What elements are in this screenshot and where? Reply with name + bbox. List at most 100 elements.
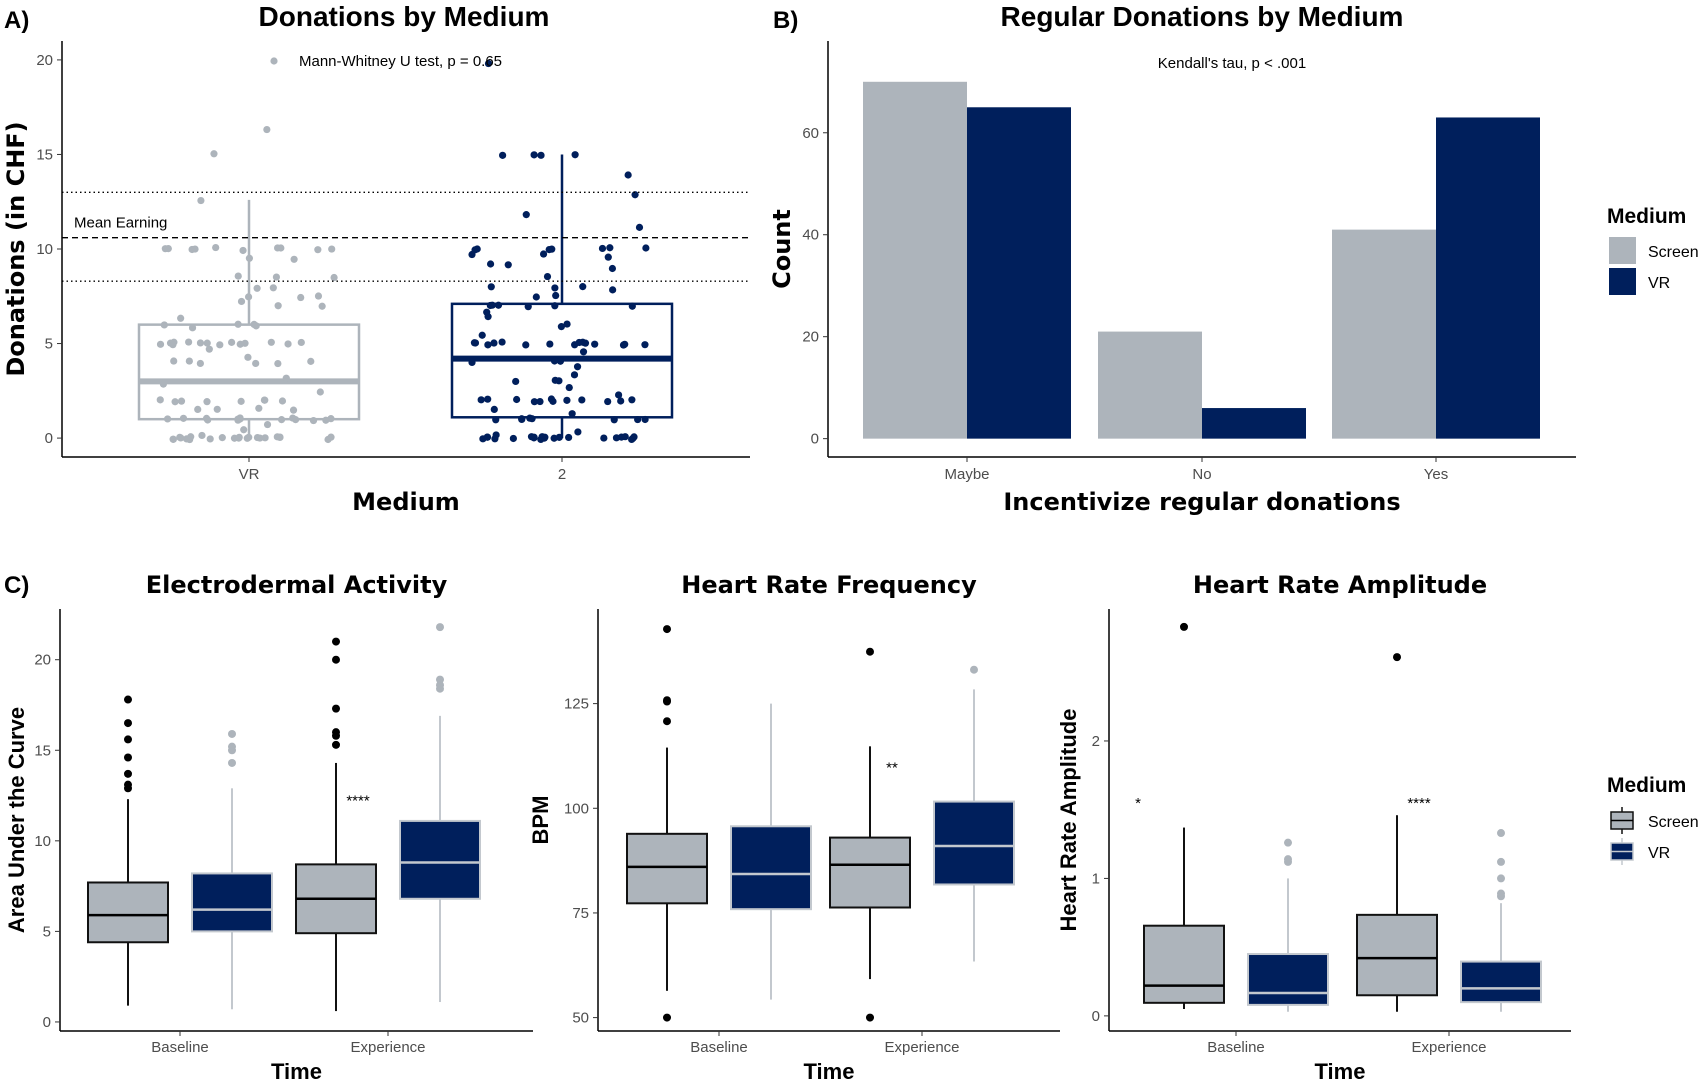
data-point	[179, 414, 188, 422]
data-point	[316, 388, 324, 396]
box-screen	[1143, 924, 1225, 1004]
data-point	[188, 324, 197, 332]
data-point	[255, 404, 263, 412]
y-axis-title: Donations (in CHF)	[2, 121, 30, 376]
outlier-point	[332, 740, 340, 749]
data-point	[556, 357, 565, 365]
data-point	[609, 286, 617, 294]
y-tick-label: 100	[564, 800, 589, 817]
data-point	[468, 358, 476, 367]
data-point	[471, 246, 479, 254]
data-point	[212, 243, 220, 252]
data-point	[160, 321, 168, 329]
data-point	[551, 284, 559, 292]
data-point	[563, 396, 571, 404]
legend: Medium Screen VR	[1607, 205, 1699, 295]
outlier-point	[124, 784, 132, 793]
test-annotation: Kendall's tau, p < .001	[1158, 55, 1306, 72]
data-point	[547, 395, 556, 403]
x-tick-label: No	[1192, 466, 1211, 483]
data-point	[289, 406, 298, 414]
outlier-point	[1284, 857, 1292, 866]
data-point	[269, 284, 277, 292]
data-point	[530, 398, 539, 406]
data-point	[470, 339, 479, 347]
data-point	[555, 377, 563, 385]
legend: Medium Screen VR	[1607, 774, 1699, 865]
data-point	[244, 293, 253, 301]
data-point	[197, 196, 205, 205]
panel-c-electrodermal-activity: C) Electrodermal Activity 0 5 10 15 20 Baseline…	[4, 571, 533, 1082]
data-point	[483, 308, 491, 316]
data-point	[297, 293, 305, 302]
outlier-point	[1497, 829, 1505, 838]
outlier-point	[124, 695, 132, 704]
data-point	[610, 416, 618, 424]
x-tick-label: Experience	[884, 1039, 959, 1056]
x-tick-label: 2	[558, 466, 566, 483]
data-point	[261, 434, 269, 442]
data-point	[253, 284, 261, 292]
data-point	[513, 395, 521, 404]
data-point	[263, 420, 272, 429]
data-point	[487, 283, 495, 291]
data-point	[194, 405, 202, 414]
y-tick-label: 10	[34, 833, 51, 850]
data-point	[600, 434, 608, 442]
data-point	[484, 341, 492, 349]
data-point	[188, 245, 196, 254]
data-point	[297, 338, 305, 347]
data-point	[328, 245, 336, 253]
data-point	[579, 283, 587, 291]
data-point	[183, 435, 191, 443]
x-tick-label: Baseline	[690, 1039, 748, 1056]
data-point	[203, 339, 211, 347]
panel-c-heart-rate-amplitude: Heart Rate Amplitude 0 1 2 Baseline Experienc…	[1056, 571, 1699, 1082]
data-point	[327, 433, 335, 441]
data-point	[276, 433, 284, 442]
data-point	[318, 302, 326, 310]
bar-screen	[1098, 331, 1202, 439]
data-point	[228, 338, 236, 346]
data-point	[537, 151, 545, 159]
panel-label: C)	[4, 572, 29, 599]
y-tick-label: 20	[802, 329, 819, 346]
data-point	[322, 416, 330, 424]
data-point	[177, 314, 185, 322]
outlier-point	[1497, 874, 1505, 883]
outlier-point	[663, 697, 671, 706]
panel-b: B) Regular Donations by Medium 0 20 40 60 Mayb…	[768, 1, 1699, 516]
data-point	[642, 244, 650, 252]
data-point	[284, 340, 292, 348]
data-point	[277, 416, 286, 424]
data-point	[277, 244, 285, 252]
outlier-point	[228, 729, 236, 738]
data-point	[314, 246, 322, 254]
data-point	[557, 323, 565, 331]
legend-key-screen	[1609, 237, 1636, 264]
panel-c-heart-rate-frequency: Heart Rate Frequency 50 75 100 125 Baseline Ex…	[528, 571, 1060, 1082]
data-point	[478, 331, 486, 339]
data-point	[575, 338, 583, 347]
data-point	[272, 273, 281, 281]
data-point	[235, 433, 243, 441]
outlier-point	[124, 769, 132, 778]
y-tick-label: 0	[43, 1014, 51, 1031]
significance-label: ****	[346, 792, 370, 809]
test-annotation: Mann-Whitney U test, p = 0.65	[299, 53, 502, 70]
data-point	[509, 434, 517, 443]
box-screen	[829, 836, 911, 909]
data-point	[621, 433, 629, 441]
outlier-point	[228, 758, 236, 767]
reference-line-label: Mean Earning	[74, 215, 167, 232]
y-tick-label: 5	[43, 923, 51, 940]
data-point	[237, 397, 245, 405]
box-vr	[191, 872, 273, 933]
data-point	[571, 151, 579, 159]
y-tick-label: 2	[1092, 733, 1100, 750]
x-tick-label: Maybe	[944, 466, 989, 483]
box-screen	[626, 832, 708, 905]
data-point	[568, 410, 576, 418]
data-point	[581, 339, 590, 347]
data-point	[161, 245, 169, 253]
